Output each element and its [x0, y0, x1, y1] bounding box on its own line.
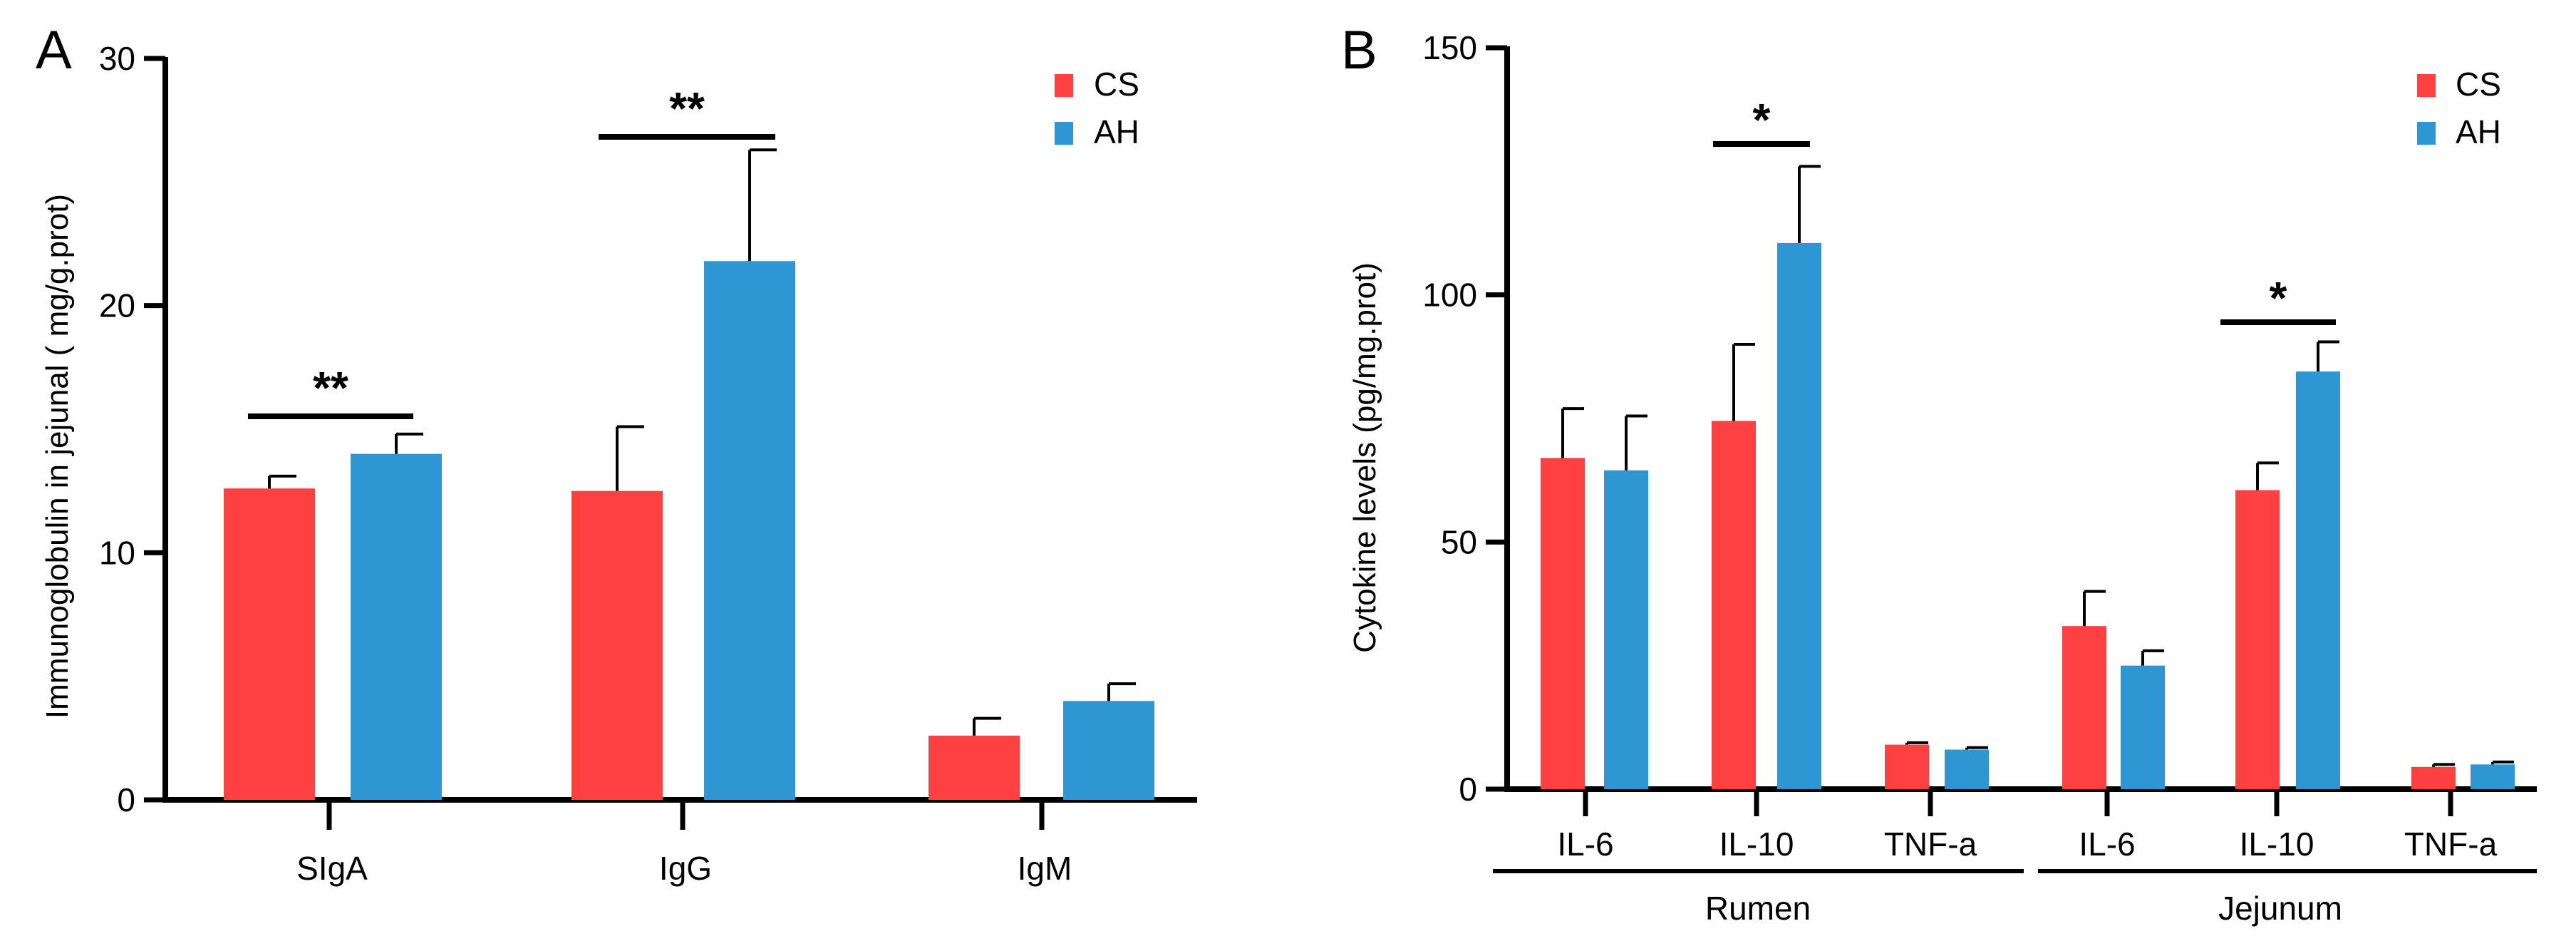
b-y-tick-label: 150: [1422, 29, 1477, 66]
a-x-tick-label: SIgA: [296, 850, 368, 887]
b-bar-ah: [2121, 665, 2165, 789]
b-significance-label: *: [2270, 272, 2287, 324]
b-x-tick-label: IL-10: [2240, 826, 2314, 863]
b-bar-cs: [1541, 458, 1585, 789]
b-bar-cs: [2411, 766, 2456, 789]
b-y-tick-label: 100: [1422, 277, 1477, 314]
a-y-tick-label: 10: [99, 534, 135, 571]
b-bar-ah: [1945, 749, 1989, 789]
b-significance-label: *: [1753, 94, 1771, 145]
a-legend-label-cs: CS: [1094, 66, 1139, 103]
a-legend-swatch-ah: [1055, 122, 1073, 145]
a-bar-ah: [1063, 701, 1154, 800]
panel-a-marks: 0 10 20 30 SIgA IgG IgM ** ** CS AH: [99, 40, 1197, 887]
a-bar-ah: [351, 453, 442, 800]
b-x-tick-label: IL-10: [1719, 826, 1794, 863]
a-significance-label: **: [669, 83, 705, 134]
a-y-tick-label: 0: [117, 781, 135, 818]
b-y-tick-label: 0: [1459, 771, 1477, 808]
panel-b-marks: 0 50 100 150 IL-6 IL-10 TNF-a IL-6 IL-10 TNF-a Rum…: [1422, 29, 2537, 927]
a-bar-cs: [224, 488, 315, 800]
panel-b-label: B: [1341, 20, 1377, 81]
a-bar-ah: [704, 261, 795, 800]
a-x-tick-label: IgM: [1018, 850, 1072, 887]
b-legend-label-cs: CS: [2456, 66, 2501, 103]
a-x-tick-label: IgG: [659, 850, 712, 887]
b-x-tick-label: IL-6: [2079, 826, 2135, 863]
b-bar-cs: [1885, 744, 1929, 789]
b-bar-ah: [1604, 470, 1648, 789]
b-legend-swatch-cs: [2417, 74, 2436, 97]
a-legend-label-ah: AH: [1094, 113, 1139, 150]
a-legend-swatch-cs: [1055, 74, 1073, 97]
a-bar-cs: [929, 735, 1020, 800]
b-bar-ah: [1777, 242, 1821, 789]
b-bar-cs: [2235, 490, 2280, 789]
b-group-label: Rumen: [1705, 890, 1811, 927]
b-x-tick-label: TNF-a: [2404, 826, 2498, 863]
panel-b-y-axis-label: Cytokine levels (pg/mg.prot): [1348, 262, 1382, 653]
a-bar-cs: [571, 490, 663, 800]
a-significance-label: **: [313, 362, 348, 413]
b-x-tick-label: TNF-a: [1884, 826, 1977, 863]
b-bar-cs: [2062, 626, 2106, 789]
panel-a-label: A: [36, 20, 72, 81]
a-y-tick-label: 30: [99, 40, 135, 77]
b-x-tick-label: IL-6: [1557, 826, 1613, 863]
b-legend-label-ah: AH: [2456, 113, 2501, 150]
a-y-tick-label: 20: [99, 287, 135, 324]
b-legend-swatch-ah: [2417, 122, 2436, 145]
panel-b-chart: B Cytokine levels (pg/mg.prot) 0 50 100 150…: [1341, 20, 2537, 927]
b-bar-cs: [1712, 421, 1756, 789]
b-bar-ah: [2471, 764, 2515, 789]
b-y-tick-label: 50: [1441, 523, 1477, 560]
b-group-label: Jejunum: [2218, 890, 2342, 927]
panel-a-chart: A Immunoglobulin in jejunal ( mg/g.prot)…: [36, 20, 1197, 887]
panel-a-y-axis-label: Immunoglobulin in jejunal ( mg/g.prot): [40, 194, 75, 719]
b-bar-ah: [2296, 371, 2340, 789]
